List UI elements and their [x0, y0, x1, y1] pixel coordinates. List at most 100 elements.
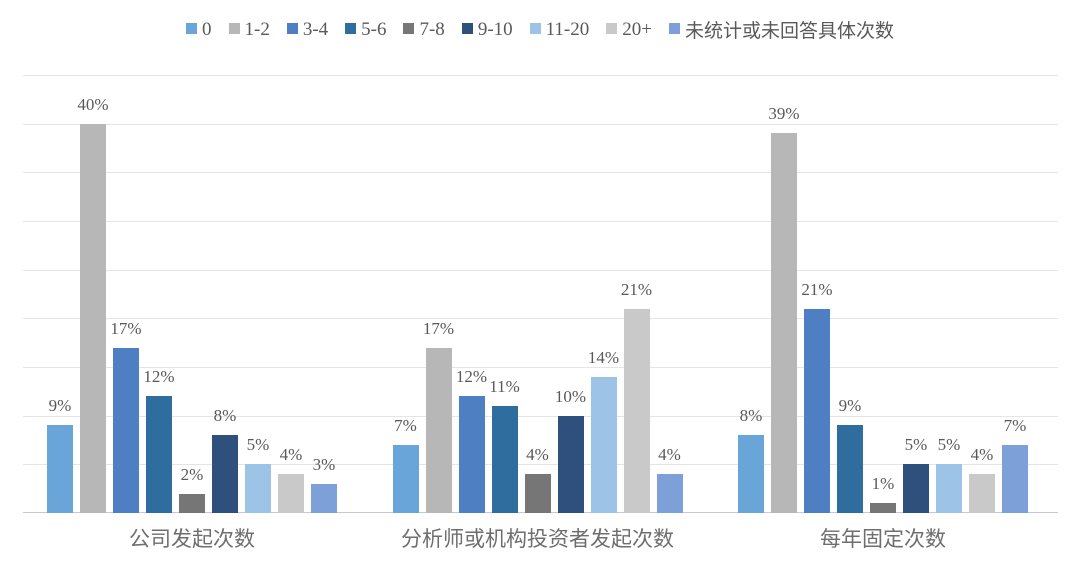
gridline: [23, 367, 1058, 368]
bar-group: 7% 17% 12% 11% 4% 10% 14% 21% 4%: [392, 75, 683, 513]
legend-item: 5-6: [345, 19, 386, 41]
bar-value-label: 4%: [658, 445, 681, 465]
legend-item: 20+: [606, 19, 652, 41]
bar: [1002, 444, 1028, 513]
gridline: [23, 318, 1058, 320]
bar-value-label: 17%: [422, 318, 455, 338]
bar: [936, 464, 962, 513]
bar-slot: 5%: [936, 75, 962, 513]
bar: [870, 503, 896, 513]
bar-slot: 5%: [903, 75, 929, 513]
bar-slot: 4%: [656, 75, 683, 513]
bar-value-label: 5%: [246, 435, 270, 455]
bar: [837, 425, 863, 513]
legend-label: 7-8: [419, 18, 445, 40]
legend-label: 11-20: [545, 18, 590, 40]
bar-slot: 9%: [47, 75, 73, 513]
bar-slot: 40%: [77, 75, 109, 513]
gridline: [23, 123, 1058, 125]
bar-value-label: 8%: [213, 406, 237, 426]
bar-slot: 10%: [555, 75, 586, 513]
bar-value-label: 4%: [279, 445, 303, 465]
bar-slot: 3%: [311, 75, 337, 513]
bar-value-label: 7%: [394, 415, 417, 435]
bar: [804, 308, 830, 513]
legend-label: 9-10: [477, 18, 513, 40]
category-label: 公司发起次数: [129, 527, 255, 551]
bar: [392, 444, 419, 513]
bar-slot: 7%: [1002, 75, 1028, 513]
legend-swatch-icon: [228, 23, 240, 34]
legend-swatch-icon: [286, 23, 298, 34]
bar-value-label: 2%: [180, 464, 204, 484]
bar: [557, 415, 584, 513]
bar-value-label: 21%: [620, 279, 653, 299]
category-axis: 公司发起次数 分析师或机构投资者发起次数 每年固定次数: [23, 523, 1058, 553]
bar-group: 9% 40% 17% 12% 2% 8% 5% 4% 3%: [47, 75, 337, 513]
legend-item: 11-20: [529, 18, 590, 41]
legend-item: 9-10: [461, 18, 513, 41]
legend-label: 5-6: [361, 18, 387, 40]
legend-label: 0: [202, 18, 212, 40]
bar-value-label: 9%: [838, 396, 862, 416]
bar: [212, 435, 238, 513]
bar-value-label: 7%: [1003, 415, 1027, 435]
bar-slot: 7%: [392, 75, 419, 513]
legend-swatch-icon: [403, 23, 415, 34]
bar-slot: 12%: [143, 75, 175, 513]
bar-slot: 1%: [870, 75, 896, 513]
gridline: [23, 269, 1058, 271]
bar-slot: 21%: [620, 75, 653, 513]
bar-value-label: 39%: [768, 104, 800, 124]
bar: [146, 396, 172, 513]
bar-value-label: 12%: [455, 367, 488, 387]
bar-value-label: 4%: [526, 445, 549, 465]
bar-value-label: 12%: [143, 367, 175, 387]
bar-slot: 17%: [422, 75, 455, 513]
gridline: [23, 415, 1058, 417]
legend-swatch-icon: [668, 23, 680, 34]
bar-value-label: 21%: [801, 279, 833, 299]
legend-item: 0: [186, 19, 212, 41]
legend-label: 20+: [622, 18, 652, 40]
bar: [179, 493, 205, 513]
bar: [425, 347, 452, 513]
bar-value-label: 9%: [48, 396, 72, 416]
bar: [113, 347, 139, 513]
bar: [590, 376, 617, 513]
gridline: [23, 172, 1058, 174]
bar: [458, 396, 485, 513]
bar: [738, 435, 764, 513]
legend-item: 未统计或未回答具体次数: [668, 16, 894, 43]
bar-value-label: 5%: [904, 435, 928, 455]
bar-value-label: 40%: [77, 94, 109, 114]
legend-swatch-icon: [345, 23, 357, 34]
bar-value-label: 8%: [739, 406, 763, 426]
bar-value-label: 14%: [587, 347, 620, 367]
legend-swatch-icon: [461, 23, 473, 34]
bar: [771, 133, 797, 513]
bar-slot: 8%: [212, 75, 238, 513]
bar: [656, 474, 683, 513]
bar: [524, 474, 551, 513]
category-label: 每年固定次数: [820, 527, 946, 551]
legend-swatch-icon: [606, 23, 618, 34]
plot-area: 9% 40% 17% 12% 2% 8% 5% 4% 3% 7% 17% 12% 11% 4% 10% 14%…: [23, 75, 1058, 513]
bar: [903, 464, 929, 513]
bar-slot: 4%: [524, 75, 551, 513]
bar: [969, 474, 995, 513]
bar: [311, 483, 337, 513]
bar-slot: 8%: [738, 75, 764, 513]
legend-swatch-icon: [529, 23, 541, 34]
legend-label: 1-2: [244, 18, 270, 40]
bar: [80, 123, 106, 513]
bar-slot: 4%: [278, 75, 304, 513]
bar-value-label: 4%: [970, 445, 994, 465]
bar-slot: 17%: [110, 75, 142, 513]
bar-slot: 14%: [587, 75, 620, 513]
gridline: [23, 221, 1058, 222]
bar-slot: 12%: [455, 75, 488, 513]
category-label: 分析师或机构投资者发起次数: [401, 527, 674, 551]
bar-slot: 21%: [801, 75, 833, 513]
